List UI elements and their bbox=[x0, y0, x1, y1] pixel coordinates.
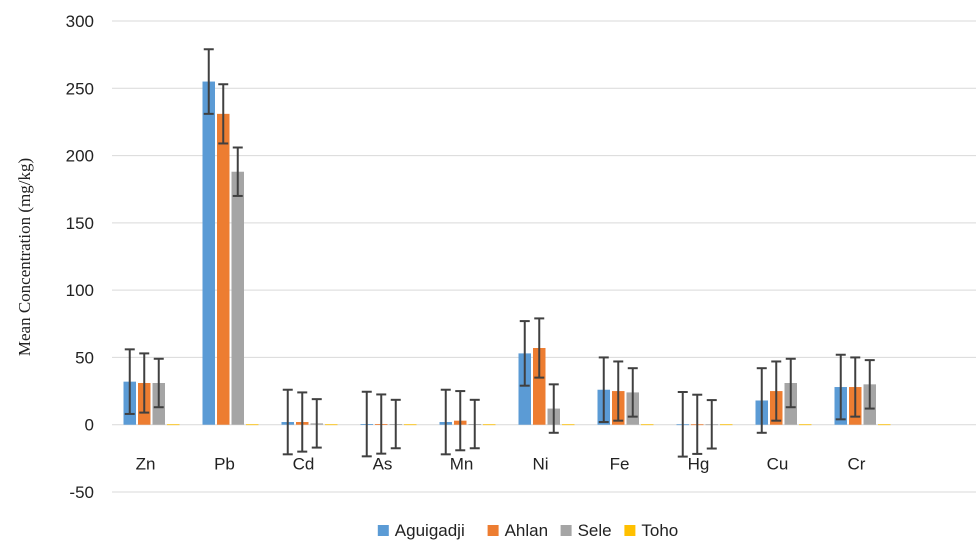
bar-ni-ahlan bbox=[533, 348, 546, 425]
x-tick-label-hg: Hg bbox=[688, 455, 710, 474]
legend-label: Ahlan bbox=[505, 521, 548, 540]
y-tick-label: 150 bbox=[66, 214, 94, 233]
legend-label: Toho bbox=[641, 521, 678, 540]
bar-as-toho bbox=[404, 424, 417, 426]
bar-fe-toho bbox=[641, 424, 654, 426]
error-bar-cu-aguigadji bbox=[756, 367, 767, 434]
x-tick-label-cu: Cu bbox=[767, 455, 789, 474]
error-bar-hg-aguigadji bbox=[677, 391, 688, 458]
legend-item-sele: Sele bbox=[560, 521, 612, 540]
x-tick-label-cd: Cd bbox=[293, 455, 315, 474]
bar-pb-ahlan bbox=[217, 113, 230, 425]
x-tick-label-pb: Pb bbox=[214, 455, 235, 474]
bar-cr-toho bbox=[878, 424, 891, 426]
bar-ni-toho bbox=[562, 424, 575, 426]
y-axis-ticks: -50 0 50 100 150 200 250 300 bbox=[66, 12, 94, 502]
error-bar-hg-ahlan bbox=[692, 393, 703, 455]
error-bar-ni-sele bbox=[548, 383, 559, 434]
error-bar-cu-sele bbox=[785, 357, 796, 409]
error-bar-as-aguigadji bbox=[361, 390, 372, 458]
y-tick-label: -50 bbox=[69, 483, 94, 502]
error-bar-zn-aguigadji bbox=[124, 348, 135, 415]
x-axis-ticks: Zn Pb Cd As Mn Ni Fe Hg Cu Cr bbox=[136, 455, 866, 474]
y-tick-label: 200 bbox=[66, 147, 94, 166]
error-bar-zn-sele bbox=[153, 357, 164, 409]
legend-swatch bbox=[377, 525, 389, 536]
y-tick-label: 50 bbox=[75, 348, 94, 367]
x-tick-label-fe: Fe bbox=[610, 455, 630, 474]
x-tick-label-cr: Cr bbox=[848, 455, 866, 474]
error-bar-ni-aguigadji bbox=[519, 320, 530, 387]
y-tick-label: 300 bbox=[66, 12, 94, 31]
legend-swatch bbox=[560, 525, 572, 536]
bar-cu-toho bbox=[799, 424, 812, 426]
bar-hg-toho bbox=[720, 424, 733, 426]
error-bar-cd-ahlan bbox=[297, 391, 308, 453]
error-bar-pb-ahlan bbox=[218, 83, 229, 145]
error-bar-fe-ahlan bbox=[613, 360, 624, 422]
legend-label: Sele bbox=[578, 521, 612, 540]
bar-pb-sele bbox=[231, 171, 244, 425]
error-bar-mn-aguigadji bbox=[440, 388, 451, 456]
error-bar-pb-sele bbox=[232, 146, 243, 197]
error-bar-pb-aguigadji bbox=[203, 48, 214, 115]
y-tick-label: 0 bbox=[85, 416, 94, 435]
bars bbox=[123, 81, 891, 426]
error-bar-cr-aguigadji bbox=[835, 353, 846, 421]
y-axis-label: Mean Concentration (mg/kg) bbox=[15, 158, 34, 356]
legend-item-ahlan: Ahlan bbox=[487, 521, 548, 540]
y-tick-label: 100 bbox=[66, 281, 94, 300]
legend-item-toho: Toho bbox=[624, 521, 678, 540]
bar-mn-toho bbox=[483, 424, 496, 426]
error-bar-ni-ahlan bbox=[534, 317, 545, 379]
x-tick-label-as: As bbox=[373, 455, 393, 474]
error-bar-cd-sele bbox=[311, 398, 322, 449]
error-bar-cr-sele bbox=[864, 359, 875, 410]
legend-label: Aguigadji bbox=[395, 521, 465, 540]
error-bars bbox=[124, 48, 875, 458]
error-bar-cu-ahlan bbox=[771, 360, 782, 422]
legend-swatch bbox=[487, 525, 499, 536]
legend-swatch bbox=[624, 525, 636, 536]
bar-zn-toho bbox=[167, 424, 180, 426]
y-tick-label: 250 bbox=[66, 79, 94, 98]
error-bar-hg-sele bbox=[706, 399, 717, 450]
bar-pb-toho bbox=[246, 424, 259, 426]
x-tick-label-ni: Ni bbox=[532, 455, 548, 474]
bar-ni-aguigadji bbox=[518, 353, 531, 425]
bar-cd-toho bbox=[325, 424, 338, 426]
error-bar-cr-ahlan bbox=[850, 356, 861, 418]
x-tick-label-mn: Mn bbox=[450, 455, 474, 474]
bar-pb-aguigadji bbox=[202, 81, 215, 425]
error-bar-fe-sele bbox=[627, 367, 638, 418]
error-bar-mn-sele bbox=[469, 398, 480, 450]
error-bar-cd-aguigadji bbox=[282, 388, 293, 456]
error-bar-as-sele bbox=[390, 398, 401, 450]
legend: Aguigadji Ahlan Sele Toho bbox=[377, 521, 678, 540]
x-tick-label-zn: Zn bbox=[136, 455, 156, 474]
error-bar-fe-aguigadji bbox=[598, 356, 609, 424]
error-bar-mn-ahlan bbox=[455, 390, 466, 452]
legend-item-aguigadji: Aguigadji bbox=[377, 521, 465, 540]
error-bar-zn-ahlan bbox=[139, 352, 150, 414]
error-bar-as-ahlan bbox=[376, 393, 387, 455]
